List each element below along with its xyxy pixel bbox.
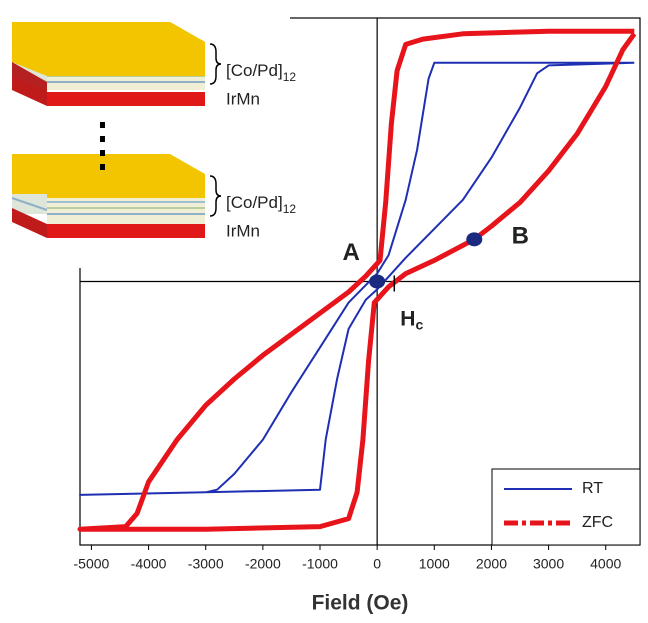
base-label: IrMn [226,221,260,240]
x-tick-label: 4000 [590,556,621,572]
irmn-layer [47,224,205,238]
stack-label-text: [Co/Pd] [226,61,283,80]
layer-stack [12,22,205,106]
stack-top-face [12,22,205,76]
legend-box [492,469,640,545]
x-tick-label: 3000 [533,556,564,572]
base-label: IrMn [226,89,260,108]
x-tick-label: -3000 [188,556,224,572]
legend-label: RT [582,480,603,497]
stack-label-subscript: 12 [283,70,297,84]
x-tick-label: -5000 [74,556,110,572]
x-tick-label: 1000 [419,556,450,572]
irmn-layer [47,92,205,106]
layer-stack [12,154,205,238]
x-axis-label: Field (Oe) [312,592,409,615]
stack-label-text: [Co/Pd] [226,193,283,212]
stack-label-subscript: 12 [283,202,297,216]
x-tick-label: 0 [373,556,381,572]
legend-label: ZFC [582,514,613,531]
annotation-point [466,232,482,246]
annotation-label: B [512,223,529,250]
x-tick-label: 2000 [476,556,507,572]
annotation-point [369,275,385,289]
inset: [Co/Pd]12 IrMn [Co/Pd]12 IrMn [0,0,296,268]
x-tick-label: -4000 [131,556,167,572]
x-tick-label: -1000 [302,556,338,572]
coercivity-label-subscript: c [415,316,423,332]
annotation-label: A [342,239,359,266]
coercivity-label-text: H [400,307,415,330]
x-tick-label: -2000 [245,556,281,572]
chart: -5000 -4000 -3000 -2000 -1000 0 1000 2000 3000 40… [0,0,648,618]
